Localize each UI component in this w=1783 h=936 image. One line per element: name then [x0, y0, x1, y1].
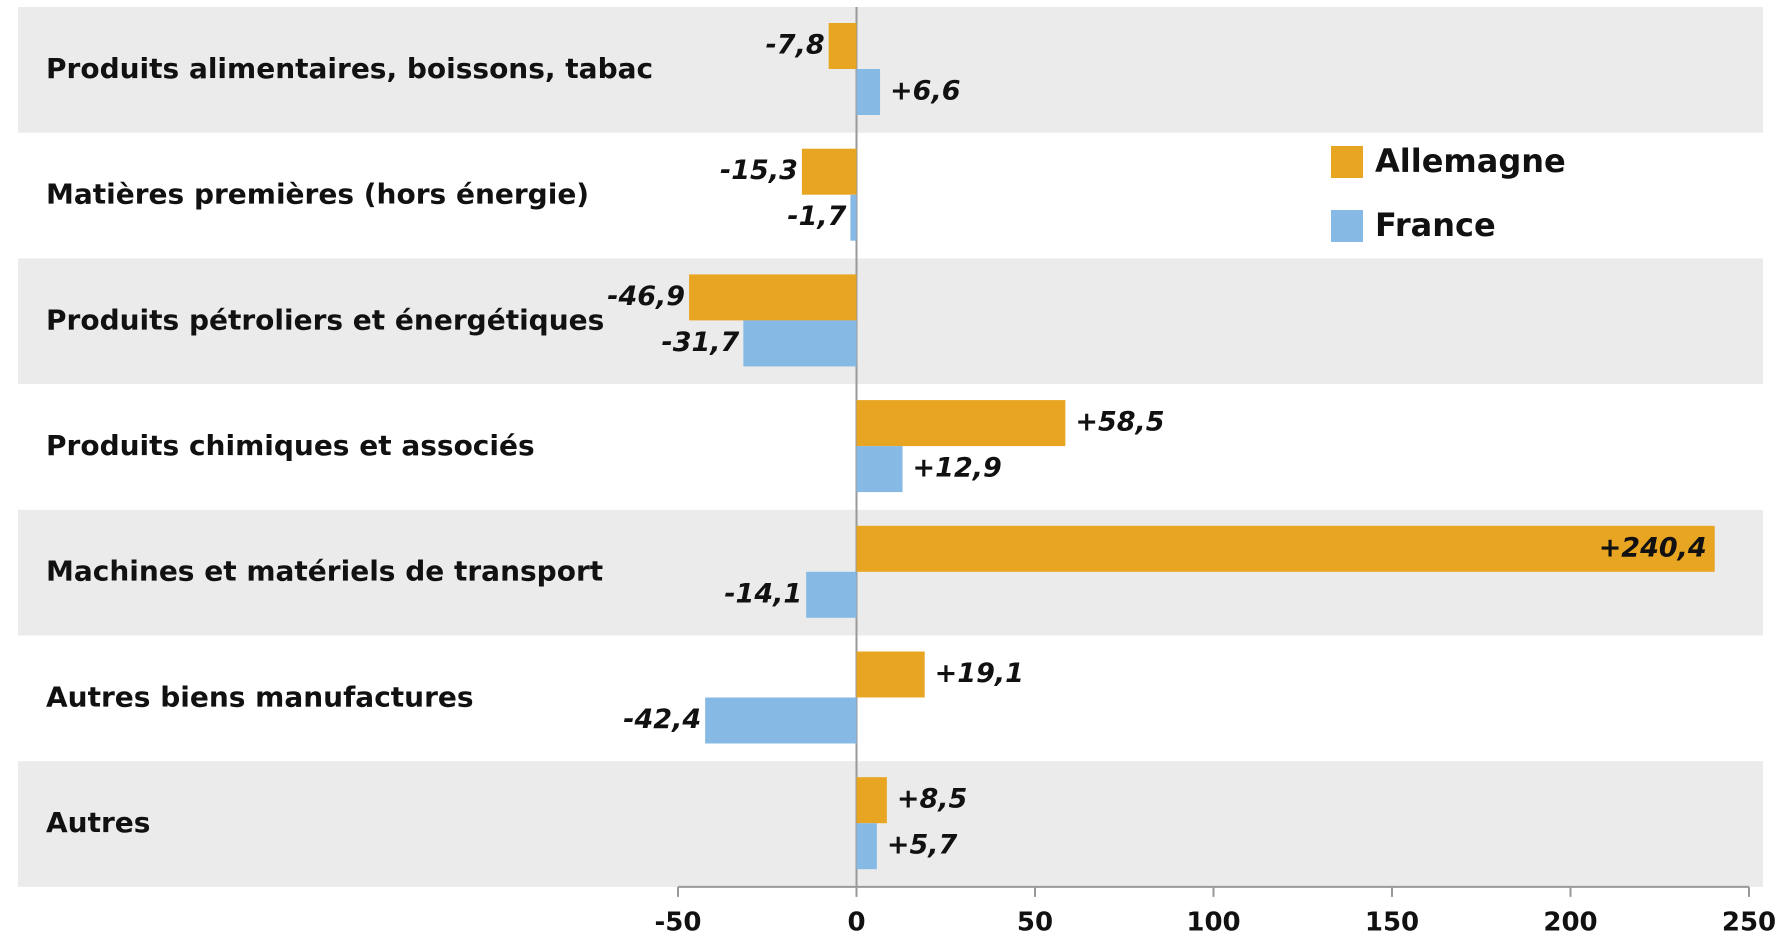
- category-label: Produits alimentaires, boissons, tabac: [46, 52, 653, 85]
- data-label: +240,4: [1599, 532, 1707, 563]
- x-tick-label: 250: [1722, 907, 1776, 936]
- legend-swatch: [1331, 210, 1363, 242]
- category-label: Produits pétroliers et énergétiques: [46, 303, 604, 336]
- legend-label: France: [1375, 206, 1496, 244]
- data-label: +19,1: [935, 658, 1024, 689]
- x-tick-label: 100: [1186, 907, 1240, 936]
- row-band: [18, 258, 1763, 385]
- legend-swatch: [1331, 146, 1363, 178]
- data-label: -46,9: [607, 281, 685, 312]
- bar: [856, 823, 877, 870]
- data-label: -42,4: [623, 704, 701, 735]
- bar: [856, 651, 925, 698]
- bar: [743, 320, 857, 367]
- category-label: Autres: [46, 806, 150, 839]
- row-band: [18, 761, 1763, 887]
- bar: [856, 400, 1066, 447]
- category-label: Autres biens manufactures: [46, 680, 474, 713]
- x-tick-label: -50: [655, 907, 702, 936]
- bar: [689, 274, 857, 321]
- data-label: -7,8: [766, 30, 825, 61]
- category-label: Matières premières (hors énergie): [46, 178, 589, 211]
- category-label: Produits chimiques et associés: [46, 429, 535, 462]
- data-label: -14,1: [724, 578, 802, 609]
- x-tick-label: 0: [847, 907, 865, 936]
- x-tick-label: 200: [1543, 907, 1597, 936]
- x-tick-label: 50: [1017, 907, 1053, 936]
- bar: [856, 525, 1715, 572]
- data-label: +8,5: [897, 784, 967, 815]
- bar: [828, 23, 857, 69]
- category-label: Machines et matériels de transport: [46, 555, 603, 588]
- x-tick-label: 150: [1365, 907, 1419, 936]
- data-label: -31,7: [662, 327, 740, 358]
- data-label: +12,9: [913, 453, 1002, 484]
- bar: [856, 777, 887, 824]
- bar: [850, 194, 857, 241]
- bar: [806, 571, 857, 618]
- data-label: +58,5: [1075, 407, 1164, 438]
- data-label: +5,7: [887, 830, 958, 861]
- data-label: -1,7: [787, 201, 846, 232]
- legend-label: Allemagne: [1375, 142, 1566, 180]
- bar: [801, 148, 857, 195]
- bar: [856, 69, 881, 115]
- data-label: -15,3: [720, 155, 798, 186]
- data-label: +6,6: [890, 76, 960, 107]
- bar: [705, 697, 857, 744]
- bar: [856, 446, 903, 493]
- row-band: [18, 7, 1763, 133]
